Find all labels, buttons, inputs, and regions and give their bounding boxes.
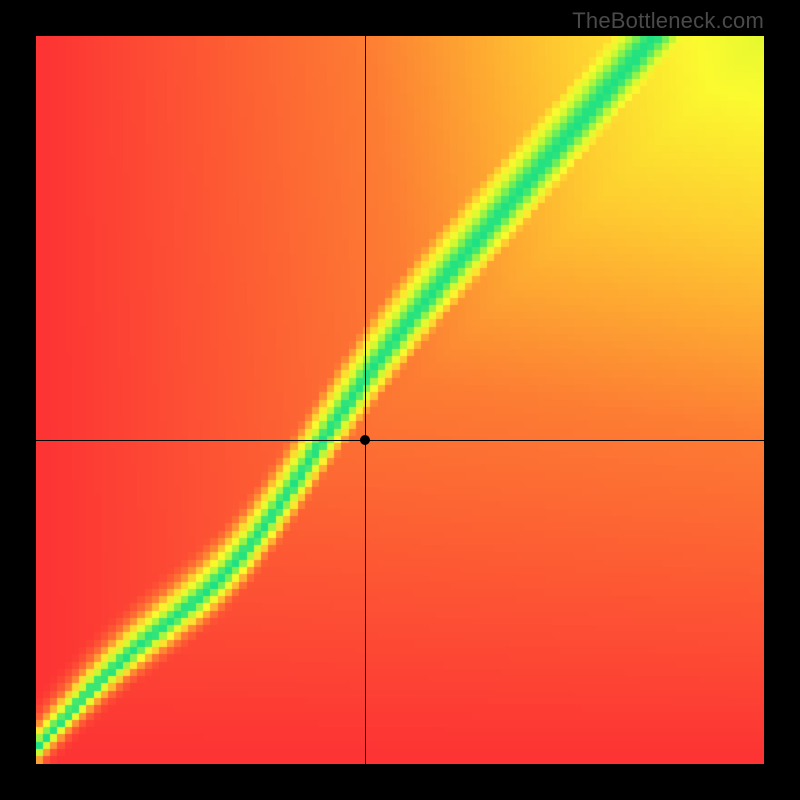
heatmap-plot xyxy=(36,36,764,764)
heatmap-canvas xyxy=(36,36,764,764)
watermark-text: TheBottleneck.com xyxy=(572,8,764,34)
